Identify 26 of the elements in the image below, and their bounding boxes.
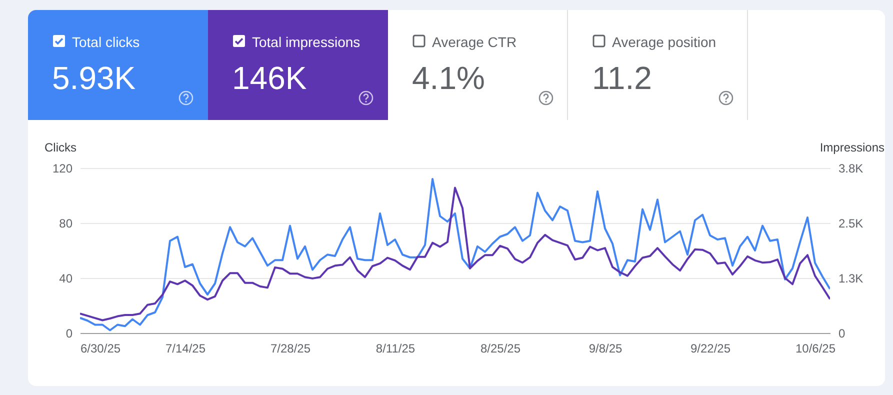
text: 4.1% <box>412 60 485 97</box>
y2-tick-label: 2.5K <box>838 216 864 230</box>
x-tick-label: 7/28/25 <box>270 342 311 356</box>
text: 146K <box>232 60 307 97</box>
x-tick-label: 10/6/25 <box>795 342 836 356</box>
y-tick-label: 40 <box>59 272 73 286</box>
x-tick-label: 8/11/25 <box>376 342 416 356</box>
x-tick-label: 7/14/25 <box>165 342 206 356</box>
y2-axis-title: Impressions <box>820 140 884 154</box>
y-tick-label: 0 <box>66 326 73 340</box>
x-tick-label: 9/8/25 <box>588 342 622 356</box>
y-tick-label: 120 <box>52 162 73 176</box>
y-axis-title: Clicks <box>44 140 76 154</box>
text: 11.2 <box>592 60 652 97</box>
text: Average CTR <box>432 34 517 50</box>
y2-tick-label: 0 <box>838 326 846 340</box>
x-tick-label: 8/25/25 <box>480 342 521 356</box>
y-tick-label: 80 <box>59 216 73 230</box>
text: Average position <box>612 34 716 50</box>
x-tick-label: 6/30/25 <box>80 342 121 356</box>
x-tick-label: 9/22/25 <box>690 342 731 356</box>
y2-tick-label: 3.8K <box>838 162 864 176</box>
text: Total impressions <box>252 34 360 50</box>
y2-tick-label: 1.3K <box>838 272 864 286</box>
text: 5.93K <box>52 60 136 97</box>
text: Total clicks <box>72 34 140 50</box>
